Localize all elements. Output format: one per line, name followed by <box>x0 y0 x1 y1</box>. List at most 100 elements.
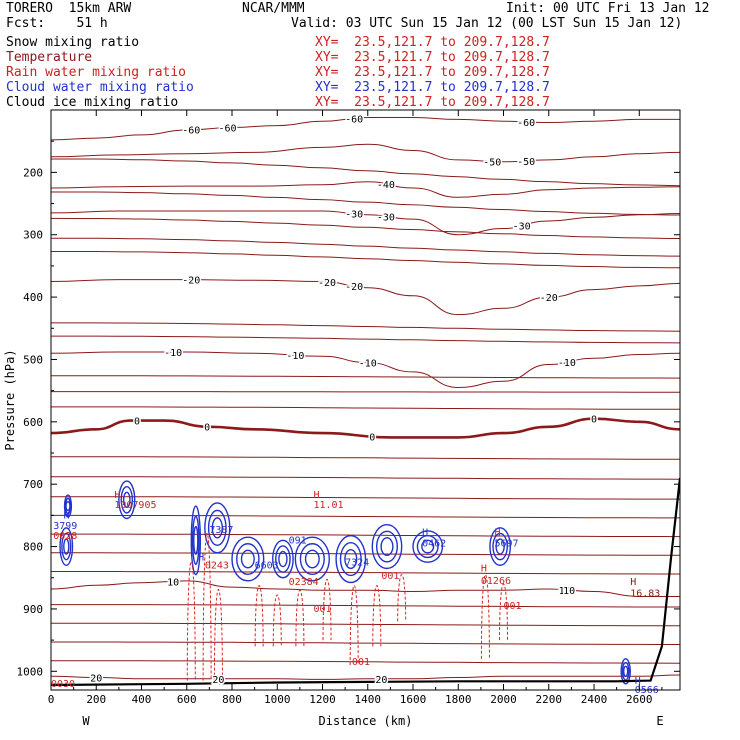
rain-water-contour <box>499 583 509 641</box>
field-annotation: H <box>63 510 69 521</box>
y-tick-label: 600 <box>23 416 43 429</box>
isotherm-line <box>51 496 680 500</box>
temperature-contour <box>51 210 680 236</box>
field-annotation: H <box>114 490 120 501</box>
isotherm-line <box>51 191 680 216</box>
contour-label: -10 <box>359 359 377 370</box>
header-valid: Valid: 03 UTC Sun 15 Jan 12 (00 LST Sun … <box>291 16 683 31</box>
legend-snow-label: Snow mixing ratio <box>6 35 140 50</box>
field-annotation: 3799 <box>53 521 77 532</box>
cloud-water-contour <box>118 480 136 520</box>
field-annotation: H <box>198 552 204 563</box>
contour-label: 10 <box>559 586 571 597</box>
legend-cloud-water-label: Cloud water mixing ratio <box>6 80 194 95</box>
rain-water-contour <box>295 590 305 647</box>
cloud-water-contour <box>272 539 294 579</box>
x-tick-label: 800 <box>222 693 242 706</box>
x-tick-label: 400 <box>132 693 152 706</box>
legend-snow-xy: XY= 23.5,121.7 to 209.7,128.7 <box>315 35 550 50</box>
isotherm-line <box>51 641 680 645</box>
legend-cloud-water-xy: XY= 23.5,121.7 to 209.7,128.7 <box>315 80 550 95</box>
contour-label: -20 <box>540 293 558 304</box>
header-init: Init: 00 UTC Fri 13 Jan 12 <box>506 1 710 16</box>
field-annotation: 091 <box>289 535 307 546</box>
contour-label: -40 <box>377 180 395 191</box>
cloud-water-contour <box>190 505 202 576</box>
y-tick-label: 300 <box>23 229 43 242</box>
cloud-water-contour <box>339 541 362 577</box>
rain-water-contour <box>480 574 490 659</box>
isotherm-line <box>51 375 680 379</box>
contour-label: 20 <box>212 675 224 686</box>
temperature-contour <box>51 417 680 439</box>
cloud-water-contour <box>335 534 367 584</box>
field-annotation: 0028 <box>53 531 77 542</box>
y-tick-label: 800 <box>23 541 43 554</box>
legend-cloud-ice-label: Cloud ice mixing ratio <box>6 95 179 110</box>
plot-frame <box>50 109 681 691</box>
y-tick-label: 500 <box>23 353 43 366</box>
field-annotation: 0462 <box>422 539 446 550</box>
x-tick-label: 1400 <box>355 693 382 706</box>
cloud-water-contour <box>193 525 199 555</box>
header-model: TORERO 15km ARW <box>6 1 132 16</box>
isotherm-line <box>51 158 680 187</box>
field-annotation: 001 <box>313 604 331 615</box>
plot-area <box>51 117 680 687</box>
cloud-water-contour <box>59 527 74 566</box>
contour-label: -30 <box>513 222 531 233</box>
cloud-water-contour <box>240 549 255 569</box>
contour-label: 0 <box>591 415 597 426</box>
field-annotation: 001 <box>352 657 370 668</box>
contour-label: -10 <box>164 348 182 359</box>
contour-label: -60 <box>182 126 200 137</box>
isotherm-line <box>51 604 680 608</box>
contour-label: -10 <box>286 351 304 362</box>
temperature-contour <box>51 351 680 389</box>
isotherm-line <box>51 514 680 519</box>
contour-label: 10 <box>563 586 575 597</box>
cloud-water-contour <box>375 530 398 563</box>
contour-label: 10 <box>167 577 179 588</box>
cloud-water-contour <box>61 532 72 561</box>
field-annotation: 02384 <box>289 577 319 588</box>
cloud-water-contour <box>278 550 288 568</box>
x-tick-label: 600 <box>177 693 197 706</box>
cloud-water-contour <box>416 534 439 559</box>
y-tick-label: 1000 <box>17 665 44 678</box>
header-fcst: Fcst: 51 h <box>6 16 108 31</box>
contour-label: -10 <box>558 358 576 369</box>
y-tick-label: 900 <box>23 603 43 616</box>
contour-label: -60 <box>218 124 236 135</box>
legend-temperature-label: Temperature <box>6 50 93 65</box>
field-annotation: 7387 <box>209 525 233 536</box>
cloud-water-contour <box>63 538 70 555</box>
temperature-contour <box>51 580 680 597</box>
contour-label: -50 <box>483 157 501 168</box>
rain-water-contour <box>397 574 407 622</box>
isotherm-line <box>51 456 680 460</box>
contour-label: -60 <box>517 118 535 129</box>
contour-label: -30 <box>345 210 363 221</box>
legend-cloud-ice-xy: XY= 23.5,121.7 to 209.7,128.7 <box>315 95 550 110</box>
y-axis-title: Pressure (hPa) <box>3 349 17 450</box>
field-annotation: H <box>422 527 428 538</box>
field-annotation: 0243 <box>205 560 229 571</box>
cloud-water-contour <box>231 536 265 582</box>
field-annotation: 6603 <box>255 560 279 571</box>
isotherm-line <box>51 237 680 257</box>
contour-label: -30 <box>377 213 395 224</box>
isotherm-line <box>51 391 680 393</box>
cloud-water-contour <box>65 500 71 512</box>
cloud-water-contour <box>294 536 330 582</box>
isotherm-line <box>51 251 680 269</box>
cloud-water-contour <box>211 517 223 539</box>
cloud-water-contour <box>236 543 260 576</box>
cloud-water-contour <box>299 543 325 576</box>
contour-label: -20 <box>345 282 363 293</box>
contour-label: -60 <box>345 115 363 126</box>
x-tick-label: 2400 <box>581 693 608 706</box>
temperature-contour <box>51 143 680 163</box>
cloud-water-contour <box>620 658 631 685</box>
